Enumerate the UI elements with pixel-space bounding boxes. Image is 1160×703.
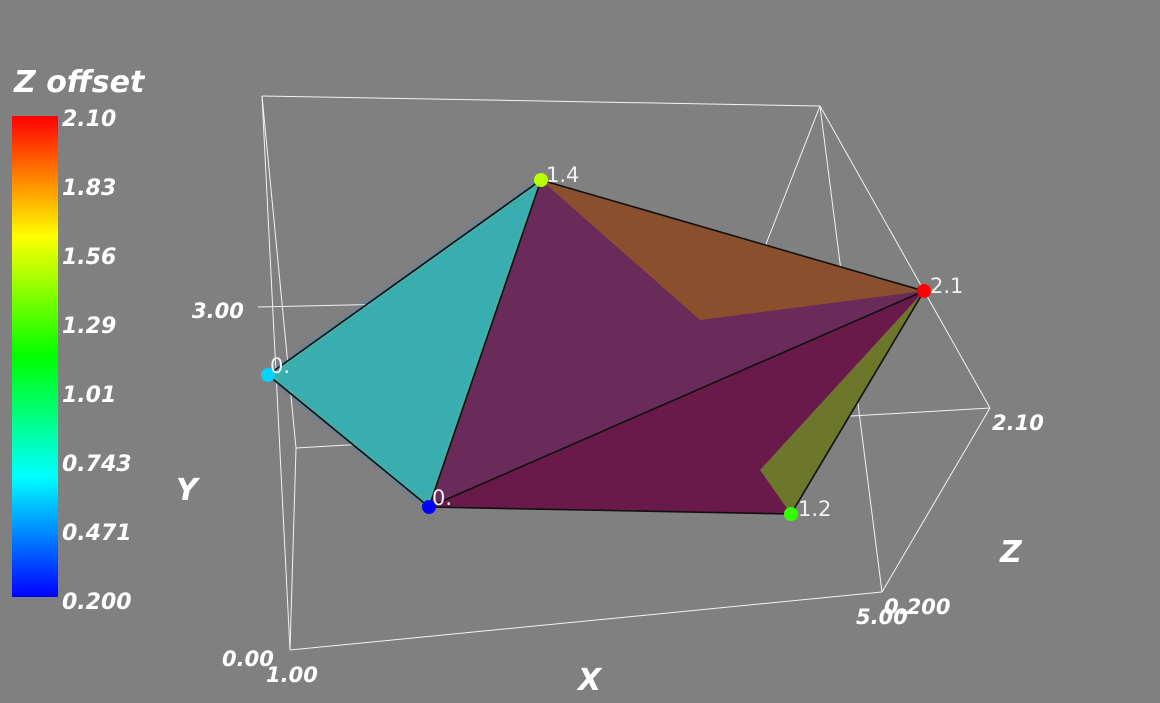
data-point[interactable]: [784, 507, 798, 521]
x-axis-title: X: [576, 663, 603, 698]
z-axis-title: Z: [999, 535, 1023, 570]
data-point[interactable]: [534, 173, 548, 187]
data-point[interactable]: [422, 500, 436, 514]
point-label: 1.2: [798, 497, 831, 521]
point-label: 1.4: [546, 163, 579, 187]
y-tick-label: 3.00: [192, 299, 244, 323]
data-point[interactable]: [261, 368, 275, 382]
point-label: 0.: [432, 486, 452, 510]
colorbar-tick: 0.743: [62, 452, 132, 477]
y-axis-title: Y: [176, 473, 201, 508]
colorbar-tick: 2.10: [62, 107, 116, 132]
colorbar-tick: 0.471: [62, 521, 132, 546]
z-tick-label: 2.10: [992, 411, 1044, 435]
colorbar-tick: 0.200: [62, 590, 132, 615]
box-edge: [261, 95, 821, 107]
colorbar-title: Z offset: [13, 65, 146, 100]
surface-triangle-overlay: [541, 180, 924, 320]
colorbar-tick: 1.29: [62, 314, 116, 339]
colorbar-tick: 1.01: [62, 383, 116, 408]
box-edge: [881, 407, 991, 593]
axis-ticks: 1.00 5.00 0.00 3.00 0.200 2.10: [192, 299, 1044, 687]
box-edge: [289, 447, 297, 651]
colorbar-tick: 1.83: [62, 176, 116, 201]
axis-titles: X Y Z: [176, 473, 1023, 698]
colorbar-ticks: 2.10 1.83 1.56 1.29 1.01 0.743 0.471 0.2…: [62, 107, 132, 615]
data-point[interactable]: [917, 284, 931, 298]
box-edge: [261, 95, 297, 449]
data-points: 0. 0. 1.4 2.1 1.2: [261, 163, 963, 521]
x-tick-label: 5.00: [856, 605, 908, 629]
surface-triangle: [268, 180, 541, 507]
box-edge: [819, 105, 991, 409]
z-tick-label: 0.200: [884, 595, 950, 619]
surface-triangle-overlay: [760, 291, 924, 514]
surface-triangle-overlay: [268, 180, 541, 507]
colorbar-gradient: [12, 116, 58, 597]
surface-edge: [266, 179, 926, 515]
y-tick-label: 0.00: [222, 647, 274, 671]
colorbar-tick: 1.56: [62, 245, 116, 270]
point-label: 2.1: [930, 274, 963, 298]
surface: [266, 179, 926, 515]
colorbar: Z offset 2.10 1.83 1.56 1.29 1.01 0.743 …: [12, 65, 146, 615]
box-edge: [765, 105, 821, 245]
x-tick-label: 1.00: [266, 663, 318, 687]
box-edge: [289, 591, 883, 651]
surface-edge: [428, 290, 925, 508]
point-label: 0.: [270, 354, 290, 378]
surface-edge: [428, 179, 542, 508]
